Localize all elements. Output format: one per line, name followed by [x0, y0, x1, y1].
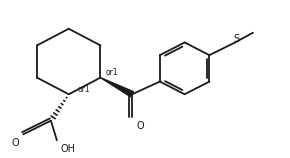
Text: O: O: [11, 138, 19, 148]
Polygon shape: [100, 78, 133, 97]
Text: or1: or1: [105, 68, 118, 77]
Text: S: S: [233, 33, 239, 44]
Text: OH: OH: [61, 144, 76, 154]
Text: O: O: [136, 121, 144, 131]
Text: or1: or1: [78, 85, 90, 94]
